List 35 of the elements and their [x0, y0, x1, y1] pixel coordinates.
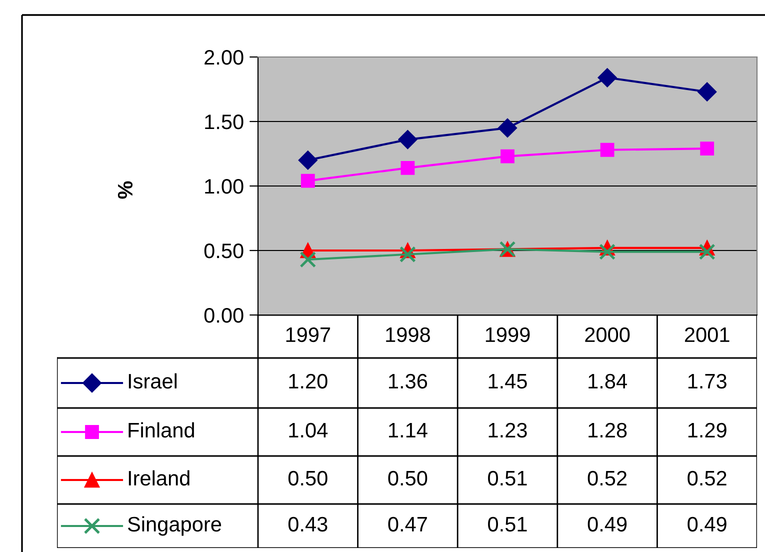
data-label: 0.52: [688, 470, 726, 486]
y-axis-title: %: [118, 181, 133, 199]
x-tick-label: 1998: [386, 327, 430, 342]
data-label: 1.28: [588, 422, 627, 438]
x-tick-label: 1997: [286, 327, 330, 342]
data-label: 0.51: [488, 470, 527, 486]
x-tick-label: 2000: [585, 327, 630, 342]
data-label: 0.51: [488, 516, 527, 532]
x-tick-label: 2001: [684, 327, 730, 342]
data-label: 0.50: [388, 470, 428, 486]
y-tick-label: 2.00: [204, 50, 244, 65]
data-label: 0.52: [588, 470, 627, 486]
data-label: 1.84: [588, 374, 627, 389]
x-tick-label: 1999: [486, 327, 530, 342]
y-tick-label: 0.00: [204, 308, 244, 323]
data-label: 0.49: [688, 516, 726, 532]
y-tick-label: 0.50: [204, 244, 244, 258]
legend-label: Finland: [128, 422, 194, 438]
y-tick-label: 1.50: [205, 114, 244, 130]
data-label: 1.29: [688, 422, 726, 438]
data-label: 1.23: [488, 422, 527, 438]
data-label: 0.43: [288, 516, 328, 532]
legend-label: Israel: [128, 373, 177, 389]
data-label: 1.73: [688, 374, 726, 389]
data-label: 0.47: [388, 516, 427, 532]
legend-label: Singapore: [128, 516, 222, 536]
y-tick-label: 1.00: [205, 179, 244, 194]
data-label: 1.45: [488, 374, 527, 389]
data-label: 1.20: [289, 374, 328, 389]
legend-label: Ireland: [128, 470, 190, 486]
data-label: 0.49: [588, 516, 627, 532]
data-label: 1.04: [289, 422, 328, 438]
data-label: 0.50: [288, 470, 328, 486]
data-label: 1.36: [389, 374, 428, 389]
data-label: 1.14: [389, 423, 428, 438]
